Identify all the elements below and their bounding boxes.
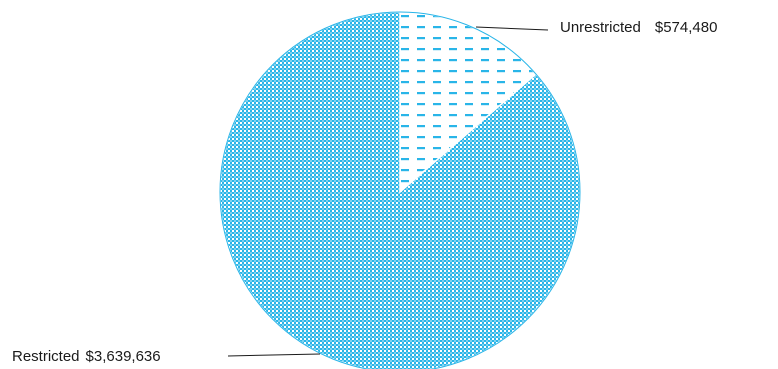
unrestricted-leader-line <box>475 26 549 31</box>
pie-slices <box>219 11 581 369</box>
restricted-leader-line <box>227 353 321 357</box>
pie-labels: Unrestricted $574,480 Restricted $3,639,63… <box>12 19 717 365</box>
restricted-label-text: Restricted <box>12 348 80 365</box>
pie-outline <box>219 11 581 369</box>
restricted-slice-label: Restricted $3,639,636 <box>12 348 161 365</box>
unrestricted-value-text: $574,480 <box>655 19 718 36</box>
restricted-value-text: $3,639,636 <box>86 348 161 365</box>
unrestricted-slice-label: Unrestricted $574,480 <box>560 19 717 36</box>
unrestricted-label-text: Unrestricted <box>560 19 641 36</box>
